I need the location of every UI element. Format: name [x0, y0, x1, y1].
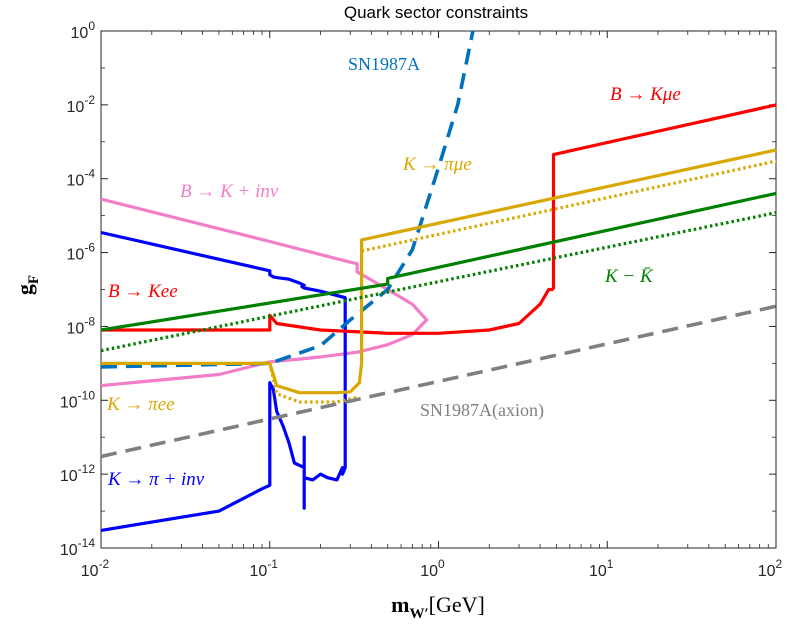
series-line-k-ee: [101, 361, 364, 395]
y-tick-label: 10-10: [60, 388, 95, 411]
chart-title: Quark sector constraints: [344, 3, 528, 22]
y-tick-label: 10-4: [67, 167, 96, 190]
annotation-k-e: K → πμe: [402, 154, 472, 175]
x-tick-label: 101: [589, 557, 614, 580]
series-line-k-inv: [100, 230, 347, 532]
annotation-k-ee: K → πee: [106, 394, 175, 415]
x-tick-label: 10-1: [250, 557, 279, 580]
series-line-sn1987a: [100, 30, 475, 369]
annotation-b-kee: B → Kee: [108, 281, 178, 302]
y-tick-label: 10-14: [60, 536, 95, 559]
annotation-sn1987a: SN1987A: [348, 54, 420, 74]
annotation-k-inv: K → π + inv: [107, 469, 205, 490]
series-line-k-e-dotted: [361, 159, 777, 253]
y-axis-label-main: g: [12, 284, 37, 295]
y-tick-label: 10-6: [67, 241, 96, 264]
y-tick-label: 10-2: [67, 93, 96, 116]
y-axis-label: gF: [12, 275, 42, 295]
x-tick-label: 102: [758, 557, 783, 580]
x-tick-label: 10-2: [81, 557, 110, 580]
plot-frame: [100, 30, 777, 549]
x-axis-label-unit: [GeV]: [429, 592, 485, 617]
series-line-k-k: [100, 191, 777, 332]
x-axis-label-sub: W′: [409, 606, 428, 622]
annotation-k-k: K − K̄: [604, 266, 654, 287]
series-line-b-k-e: [551, 103, 777, 290]
series-line-k-k-dotted: [100, 211, 777, 353]
series-line-k-e: [360, 148, 777, 364]
series-line-k-ee-dotted: [268, 363, 358, 404]
x-tick-label: 100: [420, 557, 445, 580]
annotation-sn1987a-axion: SN1987A(axion): [420, 400, 544, 421]
y-axis-label-sub: F: [26, 275, 42, 284]
x-axis-label: mW′[GeV]: [391, 592, 485, 622]
y-tick-label: 10-12: [60, 462, 95, 485]
y-tick-label: 100: [71, 19, 96, 42]
annotation-b-k-inv: B → K + inv: [180, 181, 279, 202]
x-axis-label-main: m: [391, 592, 409, 617]
annotation-b-k-e: B → Kμe: [610, 84, 681, 105]
y-tick-label: 10-8: [67, 314, 96, 337]
series-line-sn1987a-axion: [100, 304, 777, 459]
